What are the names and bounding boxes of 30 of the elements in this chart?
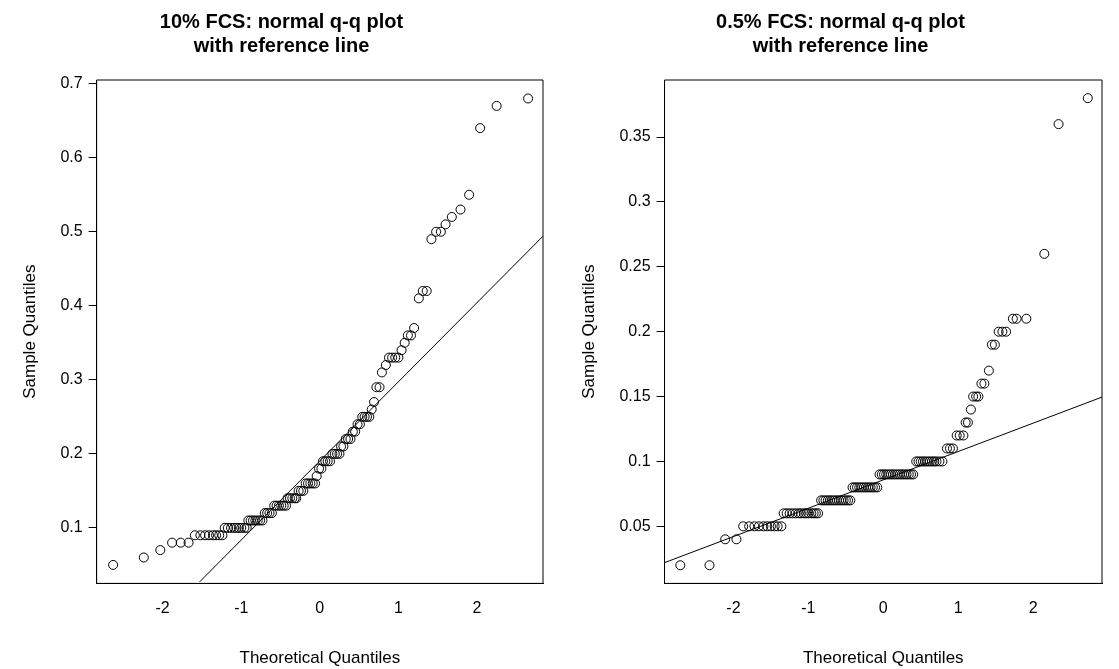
y-axis-title: Sample Quantiles xyxy=(578,264,598,399)
y-axis-title: Sample Quantiles xyxy=(19,264,39,399)
x-axis-title: Theoretical Quantiles xyxy=(802,648,964,668)
x-tick-label: -1 xyxy=(801,599,816,617)
y-tick-label: 0.6 xyxy=(60,148,83,166)
y-tick-label: 0.4 xyxy=(60,296,83,314)
chart-title: 0.5% FCS: normal q-q plot with reference line xyxy=(716,9,966,56)
x-tick-label: 0 xyxy=(878,599,888,617)
x-tick-label: -2 xyxy=(155,599,170,617)
x-tick-label: -2 xyxy=(726,599,741,617)
x-tick-label: 1 xyxy=(393,599,403,617)
y-tick-label: 0.7 xyxy=(60,74,83,92)
y-tick-label: 0.35 xyxy=(619,127,651,145)
chart-title: 10% FCS: normal q-q plot with reference line xyxy=(159,9,404,56)
x-tick-label: 2 xyxy=(472,599,482,617)
y-tick-label: 0.25 xyxy=(619,257,651,275)
x-axis-title: Theoretical Quantiles xyxy=(239,648,401,668)
x-tick-label: -1 xyxy=(234,599,249,617)
x-tick-label: 2 xyxy=(1028,599,1038,617)
y-tick-label: 0.3 xyxy=(628,192,651,210)
x-tick-label: 1 xyxy=(953,599,963,617)
y-tick-label: 0.1 xyxy=(628,451,651,469)
y-tick-label: 0.15 xyxy=(619,386,651,404)
y-tick-label: 0.3 xyxy=(60,370,83,388)
y-tick-label: 0.05 xyxy=(619,516,651,534)
y-tick-label: 0.2 xyxy=(60,444,83,462)
x-tick-label: 0 xyxy=(315,599,325,617)
y-tick-label: 0.2 xyxy=(628,322,651,340)
y-tick-label: 0.1 xyxy=(60,518,83,536)
y-tick-label: 0.5 xyxy=(60,222,83,240)
